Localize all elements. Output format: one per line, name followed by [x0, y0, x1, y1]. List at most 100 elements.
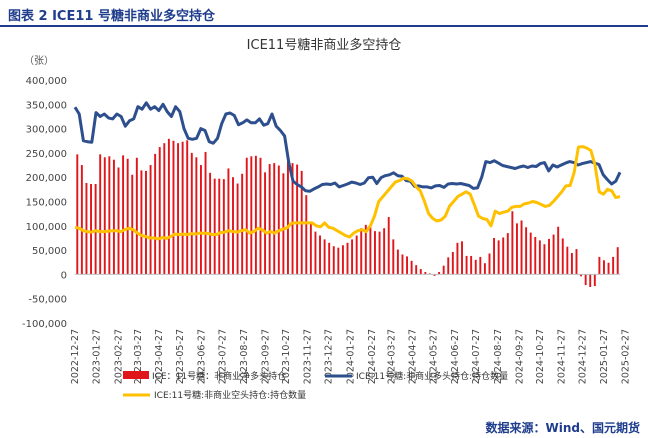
y-tick-label: 200,000 — [26, 173, 67, 184]
net-long-bar — [612, 256, 615, 275]
net-long-bar — [232, 177, 234, 275]
net-long-bar — [222, 179, 225, 275]
net-long-bar — [172, 140, 175, 275]
x-tick-label: 2024-11-27 — [557, 329, 568, 384]
net-long-bar — [319, 235, 321, 275]
net-long-bar — [520, 220, 523, 275]
x-tick-label: 2023-10-27 — [281, 329, 292, 384]
net-long-bar — [424, 271, 427, 275]
net-long-bar — [369, 227, 372, 275]
net-long-bar — [442, 265, 445, 275]
legend-swatch-net-long — [123, 371, 149, 379]
y-tick-label: 0 — [61, 270, 67, 281]
x-tick-label: 2023-01-27 — [91, 329, 102, 384]
net-long-bar — [296, 164, 299, 275]
net-long-bar — [483, 263, 486, 275]
net-long-bar — [259, 157, 262, 275]
net-long-bar — [552, 234, 555, 275]
net-long-bar — [566, 246, 569, 275]
net-long-bar — [99, 154, 102, 275]
x-tick-label: 2023-07-27 — [217, 329, 228, 384]
x-tick-label: 2025-02-27 — [620, 329, 631, 384]
net-long-bar — [383, 228, 386, 275]
y-tick-label: -50,000 — [28, 295, 67, 306]
x-tick-label: 2024-05-27 — [429, 329, 440, 384]
x-tick-label: 2023-12-27 — [324, 329, 335, 384]
net-long-bar — [76, 154, 79, 275]
net-long-bar — [341, 245, 344, 275]
net-long-bar — [474, 259, 477, 275]
x-tick-label: 2024-02-27 — [367, 329, 378, 384]
figure-caption: 图表 2 ICE11 号糖非商业多空持仓 — [8, 9, 215, 24]
net-long-bar — [607, 262, 610, 275]
net-long-bar — [351, 239, 354, 275]
net-long-bar — [112, 159, 115, 275]
net-long-bar — [346, 242, 349, 275]
x-tick-label: 2024-12-27 — [578, 329, 589, 384]
net-long-bar — [154, 153, 157, 275]
net-long-bar — [254, 155, 257, 275]
net-long-bar — [584, 274, 587, 286]
x-tick-label: 2024-06-27 — [450, 329, 461, 384]
net-long-bar — [506, 233, 509, 275]
net-long-bar — [419, 269, 422, 275]
net-long-bar — [415, 265, 418, 275]
net-long-bar — [538, 240, 541, 275]
net-long-bar — [264, 172, 267, 275]
caption-rule — [0, 25, 648, 27]
legend-label-short: ICE:11号糖:非商业空头持仓:持仓数量 — [154, 389, 306, 401]
net-long-bar — [570, 253, 573, 275]
x-tick-label: 2024-07-27 — [471, 329, 482, 384]
net-long-bar — [149, 165, 152, 275]
net-long-bar — [236, 183, 239, 275]
net-long-bar — [195, 157, 198, 275]
net-long-bar — [145, 170, 147, 275]
net-long-bar — [250, 156, 253, 275]
net-long-bar — [287, 160, 289, 275]
x-tick-label: 2023-05-27 — [175, 329, 186, 384]
x-tick-label: 2024-10-27 — [535, 329, 546, 384]
net-long-bar — [451, 252, 454, 275]
net-long-bar — [461, 241, 463, 275]
net-long-bar — [309, 223, 312, 275]
net-long-bar — [314, 231, 317, 275]
net-long-bar — [543, 244, 546, 275]
net-long-bar — [589, 274, 592, 288]
y-tick-label: -100,000 — [22, 319, 67, 330]
legend-label-net-long: ICE：11号糖：非商业净多头持仓 — [152, 370, 286, 382]
net-long-bar — [497, 240, 500, 275]
net-long-bar — [401, 254, 404, 275]
net-long-bar — [131, 174, 134, 275]
y-tick-label: 250,000 — [26, 149, 67, 160]
net-long-bar — [291, 163, 294, 275]
y-tick-label: 50,000 — [32, 246, 67, 257]
net-long-bar — [529, 232, 532, 275]
x-tick-label: 2023-04-27 — [154, 329, 165, 384]
net-long-bar — [337, 247, 340, 275]
chart: ICE11号糖非商业多空持仓 （张） -100,000 -50,000 0 50,00… — [22, 37, 631, 401]
net-long-bar — [305, 195, 308, 275]
net-long-bar — [268, 164, 271, 275]
net-long-bar — [245, 157, 248, 275]
x-tick-label: 2023-06-27 — [197, 329, 208, 384]
net-long-bar — [479, 256, 482, 275]
net-long-bar — [227, 168, 230, 275]
net-long-bar — [135, 157, 138, 275]
long-position-line — [73, 101, 622, 193]
net-long-bar — [447, 257, 450, 275]
net-long-bar — [433, 274, 436, 276]
net-long-bar — [465, 255, 468, 275]
net-long-bar — [117, 167, 120, 275]
chart-title: ICE11号糖非商业多空持仓 — [247, 37, 402, 53]
net-long-bar — [387, 217, 390, 275]
net-long-bar — [456, 242, 459, 275]
legend-label-long: ICE:11号糖:非商业多头持仓:持仓数量 — [356, 370, 508, 382]
net-long-bar — [103, 157, 106, 275]
net-long-bar — [90, 184, 92, 275]
net-long-bar — [364, 224, 367, 275]
net-long-bar — [181, 141, 184, 275]
net-long-bar — [575, 249, 578, 275]
net-long-bar — [218, 178, 221, 275]
net-long-bar — [209, 172, 212, 275]
net-long-bar — [273, 163, 276, 275]
